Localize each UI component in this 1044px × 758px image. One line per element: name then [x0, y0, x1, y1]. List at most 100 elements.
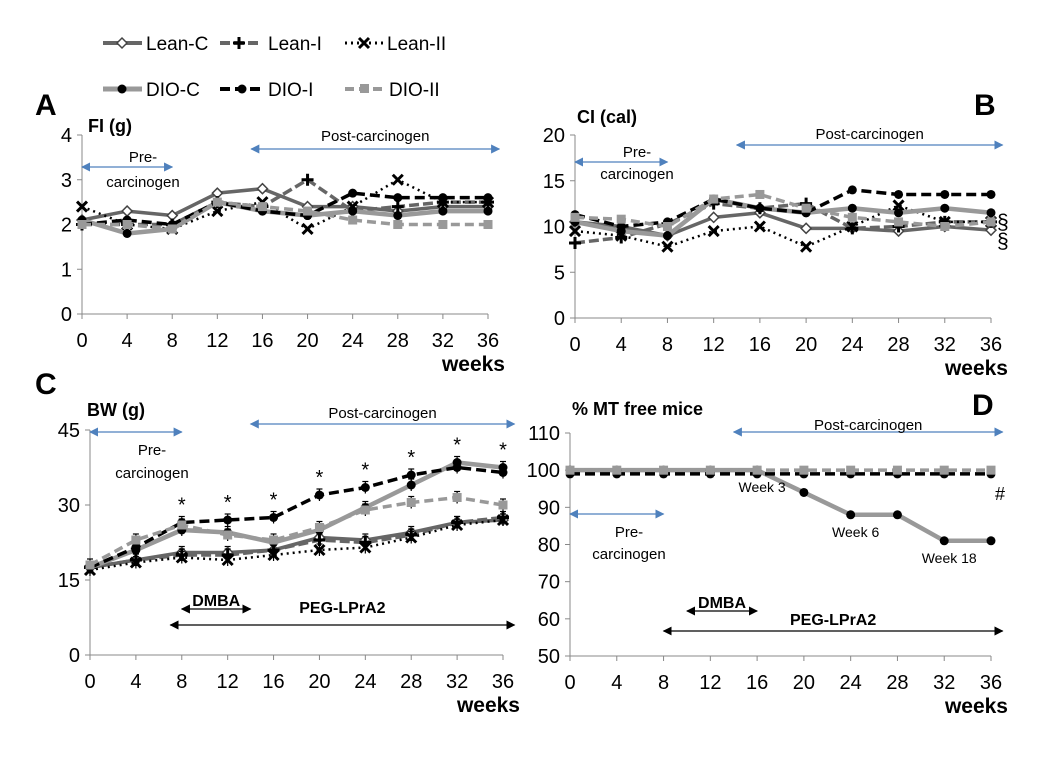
legend-item-dio-c: DIO-C [103, 80, 200, 101]
legend-label-dio-c: DIO-C [146, 80, 200, 101]
data-point-dio-ii [662, 222, 672, 231]
x-tick-label: 16 [262, 671, 284, 693]
data-point-dio-c [122, 228, 132, 238]
legend-item-lean-c: Lean-C [103, 34, 208, 55]
panel-letter-d: D [972, 389, 994, 422]
series-line-dio-ii [89, 495, 504, 567]
x-tick-label: 28 [886, 672, 908, 694]
data-point-dio-ii [986, 465, 996, 475]
data-point-dio-i [498, 468, 508, 477]
data-point-dio-ii [940, 222, 950, 231]
pre-carcinogen-label: carcinogen [592, 546, 665, 563]
x-tick-label: 36 [980, 672, 1002, 694]
y-tick-label: 20 [543, 125, 565, 147]
x-tick-label: 12 [699, 672, 721, 694]
data-point-dio-ii [570, 212, 580, 222]
data-point-lean-c [121, 205, 134, 218]
legend-item-dio-ii: DIO-II [345, 80, 440, 101]
pre-carcinogen-label: Pre- [129, 149, 157, 166]
significance-star: * [178, 495, 186, 517]
significance-star: * [224, 492, 232, 514]
panel-letter-b: B [974, 89, 996, 122]
pre-carcinogen-label: carcinogen [115, 465, 188, 482]
data-point-lean-ii [267, 548, 280, 562]
pre-carcinogen-label: Pre- [623, 144, 651, 161]
series-line-dio-c [81, 199, 488, 236]
data-point-dio-ii [393, 220, 403, 229]
data-point-dio-c [438, 206, 448, 216]
x-tick-label: 16 [251, 330, 273, 352]
data-point-dio-ii [709, 194, 719, 204]
data-point-dio-ii [438, 220, 448, 229]
x-tick-label: 16 [746, 672, 768, 694]
data-point-lean-ii [568, 225, 582, 238]
y-axis-label-c: BW (g) [87, 400, 145, 420]
data-point-lean-ii [892, 199, 905, 212]
data-point-dio-ii [303, 206, 313, 216]
x-tick-label: 28 [387, 330, 409, 352]
data-point-dio-c [892, 510, 902, 520]
y-tick-label: 3 [61, 170, 72, 192]
data-point-lean-ii [800, 240, 813, 253]
data-point-lean-ii [211, 205, 224, 218]
post-carcinogen-label: Post-carcinogen [321, 128, 429, 145]
x-tick-label: 24 [354, 671, 376, 693]
x-tick-label: 20 [296, 330, 318, 352]
y-tick-label: 90 [538, 497, 560, 519]
y-tick-label: 15 [543, 171, 565, 193]
data-point-dio-ii [360, 505, 370, 515]
data-point-dio-c [986, 208, 996, 218]
data-point-dio-ii [483, 220, 493, 229]
data-point-lean-ii [846, 220, 859, 233]
post-carcinogen-label: Post-carcinogen [328, 405, 436, 422]
x-tick-label: 36 [477, 330, 499, 352]
x-tick-label: 32 [432, 330, 454, 352]
y-tick-label: 10 [543, 217, 565, 239]
data-point-lean-ii [405, 531, 418, 544]
pre-carcinogen-label: Pre- [138, 442, 166, 459]
panel-letter-c: C [35, 368, 57, 401]
y-tick-label: 4 [61, 125, 72, 147]
legend-label-dio-i: DIO-I [268, 80, 313, 101]
x-tick-label: 16 [749, 334, 771, 356]
y-axis-label-b: CI (cal) [577, 107, 637, 127]
x-tick-label: 12 [217, 671, 239, 693]
series-lean-i-b [569, 197, 997, 249]
data-point-dio-ii [77, 220, 87, 229]
x-tick-label: 4 [616, 334, 627, 356]
point-label: Week 18 [922, 550, 977, 566]
y-tick-label: 60 [538, 609, 560, 631]
y-tick-label: 15 [58, 570, 80, 592]
x-tick-label: 4 [130, 671, 141, 693]
data-point-lean-ii [301, 222, 314, 236]
post-carcinogen-label: Post-carcinogen [815, 126, 923, 143]
data-point-lean-ii [496, 513, 510, 527]
significance-star: * [499, 440, 507, 462]
x-tick-label: 36 [492, 671, 514, 693]
x-tick-label: 0 [569, 334, 580, 356]
data-point-lean-ii [707, 225, 720, 238]
series-dio-ii-c [85, 490, 508, 571]
data-point-dio-i [438, 193, 448, 203]
y-tick-label: 0 [554, 308, 565, 330]
data-point-dio-i [314, 490, 324, 500]
data-point-dio-i [986, 189, 996, 199]
data-point-dio-ii [167, 224, 177, 234]
x-tick-label: 8 [176, 671, 187, 693]
series-line-dio-ii [82, 200, 488, 231]
data-point-dio-i [131, 543, 141, 552]
data-point-lean-ii [753, 220, 766, 233]
x-tick-label: 32 [934, 334, 956, 356]
x-tick-label: 20 [308, 671, 330, 693]
data-point-dio-ii [752, 465, 762, 475]
x-tick-label: 8 [658, 672, 669, 694]
series-line-dio-i [89, 465, 504, 570]
data-point-dio-c [847, 203, 857, 213]
data-point-dio-ii [847, 212, 857, 222]
x-tick-label: 8 [662, 334, 673, 356]
data-point-lean-ii [359, 541, 372, 554]
data-point-dio-ii [122, 220, 132, 229]
x-tick-label: 4 [611, 672, 622, 694]
y-tick-label: 70 [538, 572, 560, 594]
